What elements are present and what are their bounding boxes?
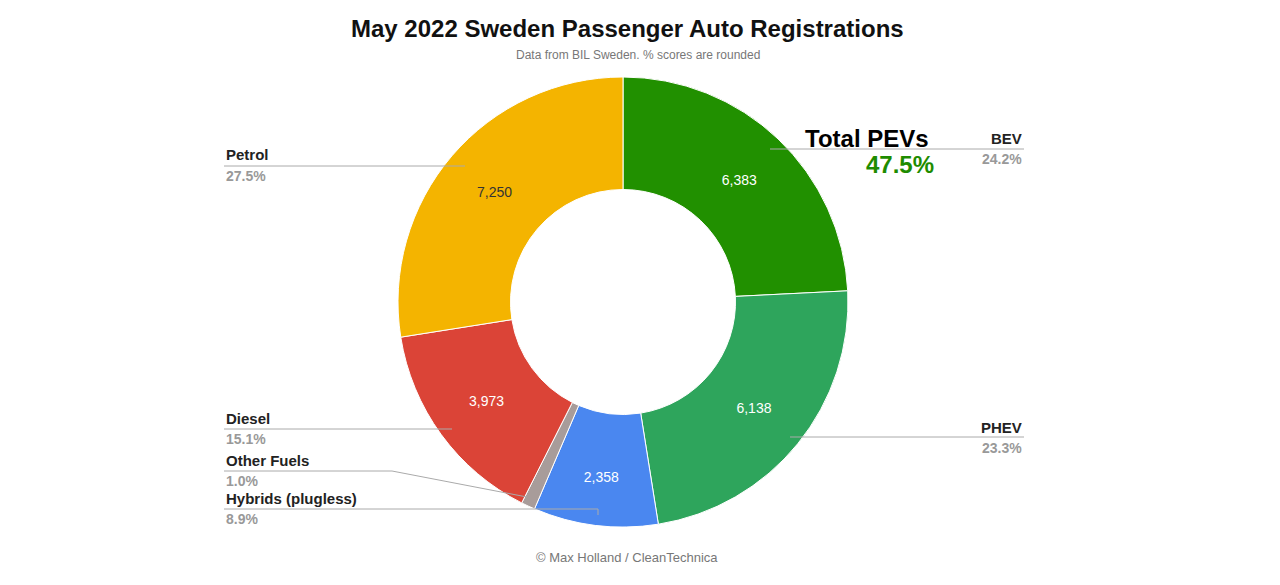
svg-text:BEV: BEV — [991, 130, 1022, 147]
svg-text:May 2022 Sweden Passenger Auto: May 2022 Sweden Passenger Auto Registrat… — [351, 15, 904, 42]
svg-text:7,250: 7,250 — [477, 184, 512, 200]
svg-text:6,383: 6,383 — [722, 172, 757, 188]
svg-text:Total PEVs: Total PEVs — [805, 125, 929, 152]
svg-text:2,358: 2,358 — [584, 469, 619, 485]
svg-text:8.9%: 8.9% — [226, 511, 258, 527]
svg-text:3,973: 3,973 — [469, 393, 504, 409]
svg-text:© Max Holland / CleanTechnica: © Max Holland / CleanTechnica — [536, 550, 718, 565]
svg-text:Diesel: Diesel — [226, 410, 270, 427]
svg-text:27.5%: 27.5% — [226, 168, 266, 184]
svg-text:PHEV: PHEV — [981, 419, 1022, 436]
svg-text:Hybrids (plugless): Hybrids (plugless) — [226, 490, 357, 507]
svg-text:6,138: 6,138 — [736, 400, 771, 416]
svg-text:23.3%: 23.3% — [982, 440, 1022, 456]
svg-text:47.5%: 47.5% — [866, 151, 934, 178]
svg-text:24.2%: 24.2% — [982, 151, 1022, 167]
svg-text:Petrol: Petrol — [226, 146, 269, 163]
svg-text:15.1%: 15.1% — [226, 431, 266, 447]
svg-text:Data from BIL Sweden. % scores: Data from BIL Sweden. % scores are round… — [516, 48, 760, 62]
svg-text:1.0%: 1.0% — [226, 473, 258, 489]
svg-text:Other Fuels: Other Fuels — [226, 452, 309, 469]
